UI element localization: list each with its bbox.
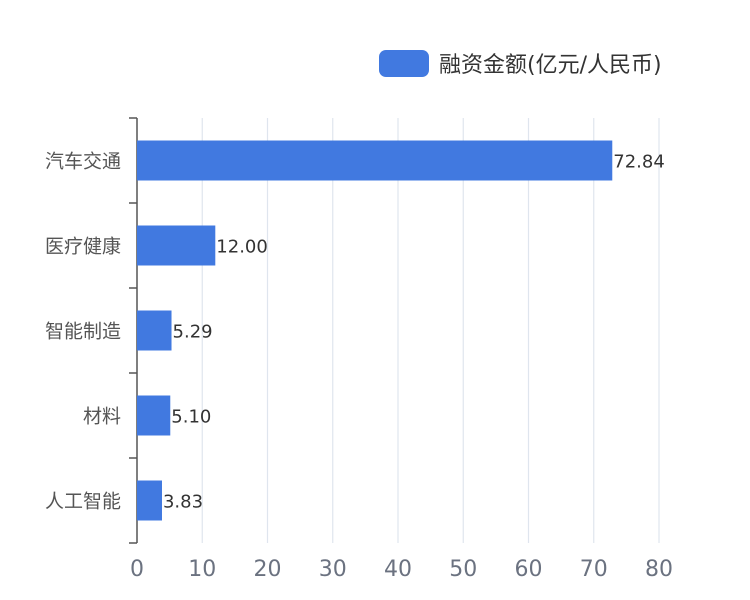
x-tick-label: 40 — [384, 557, 412, 582]
value-label: 72.84 — [613, 152, 665, 173]
bars — [137, 140, 613, 521]
legend[interactable]: 融资金额(亿元/人民币) — [379, 50, 662, 78]
legend-label[interactable]: 融资金额(亿元/人民币) — [439, 53, 662, 78]
bar[interactable] — [137, 225, 216, 266]
value-label: 5.29 — [173, 322, 213, 343]
category-label: 智能制造 — [45, 321, 121, 343]
category-label: 材料 — [83, 406, 121, 428]
category-label: 人工智能 — [45, 491, 121, 513]
x-tick-label: 10 — [188, 557, 216, 582]
x-tick-label: 50 — [449, 557, 477, 582]
bar[interactable] — [137, 395, 171, 436]
bar[interactable] — [137, 310, 172, 351]
legend-swatch[interactable] — [379, 50, 429, 77]
value-label: 3.83 — [163, 492, 203, 513]
x-tick-label: 30 — [319, 557, 347, 582]
x-tick-label: 20 — [254, 557, 282, 582]
value-label: 5.10 — [171, 407, 211, 428]
x-tick-label: 70 — [580, 557, 608, 582]
value-label: 12.00 — [216, 237, 268, 258]
y-axis — [129, 117, 138, 544]
bar[interactable] — [137, 140, 613, 181]
x-tick-label: 80 — [645, 557, 673, 582]
x-tick-label: 0 — [130, 557, 144, 582]
gridlines — [201, 118, 660, 543]
x-tick-label: 60 — [515, 557, 543, 582]
labels: 0 10 20 30 40 50 60 70 80 汽车交通 72.84 医疗健康 12.00 智能制造 5… — [45, 151, 673, 583]
category-label: 医疗健康 — [45, 236, 121, 258]
category-label: 汽车交通 — [45, 151, 121, 173]
bar[interactable] — [137, 480, 162, 521]
